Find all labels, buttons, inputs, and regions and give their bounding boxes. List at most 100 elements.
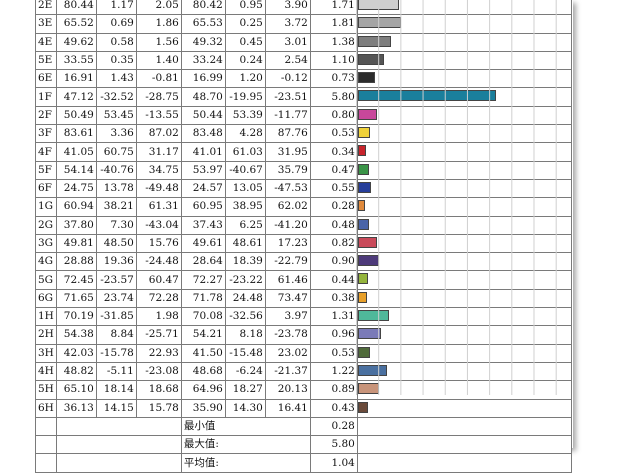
meas-l-cell: 41.01 xyxy=(180,142,226,162)
meas-b-cell: -11.77 xyxy=(264,105,311,126)
meas-a-cell: 18.39 xyxy=(224,252,266,272)
ref-a-cell: 0.35 xyxy=(95,50,137,71)
delta-e-bar-cell xyxy=(356,50,572,71)
delta-e-cell: 1.31 xyxy=(309,307,358,327)
ref-l-cell: 65.10 xyxy=(55,380,97,400)
ref-a-cell: -15.78 xyxy=(95,343,137,363)
summary-label: 平均值: xyxy=(180,453,311,473)
meas-l-cell: 33.24 xyxy=(180,50,226,71)
summary-blank xyxy=(55,453,182,473)
patch-id-cell: 5E xyxy=(35,50,57,71)
delta-e-cell: 0.48 xyxy=(309,215,358,235)
delta-e-bar xyxy=(358,127,371,139)
meas-a-cell: 48.61 xyxy=(224,233,266,254)
ref-b-cell: 15.78 xyxy=(135,398,182,418)
ref-l-cell: 71.65 xyxy=(55,288,97,309)
delta-e-cell: 0.89 xyxy=(309,380,358,400)
patch-id-cell: 5G xyxy=(35,270,57,290)
patch-id-cell: 2G xyxy=(35,215,57,235)
delta-e-bar-cell xyxy=(356,270,572,290)
meas-l-cell: 64.96 xyxy=(180,380,226,400)
table-row: 6F 24.75 13.78 -49.48 24.57 13.05 -47.53 0.55 xyxy=(35,178,572,199)
meas-l-cell: 53.97 xyxy=(180,160,226,180)
delta-e-cell: 0.43 xyxy=(309,398,358,418)
ref-a-cell: 1.43 xyxy=(95,69,137,89)
delta-e-bar xyxy=(358,273,369,285)
ref-l-cell: 50.49 xyxy=(55,105,97,126)
ref-l-cell: 33.55 xyxy=(55,50,97,71)
delta-e-bar-cell xyxy=(356,288,572,309)
ref-b-cell: 34.75 xyxy=(135,160,182,180)
meas-b-cell: -23.78 xyxy=(264,325,311,345)
meas-l-cell: 50.44 xyxy=(180,105,226,126)
ref-a-cell: 7.30 xyxy=(95,215,137,235)
meas-b-cell: 3.97 xyxy=(264,307,311,327)
table-row: 5F 54.14 -40.76 34.75 53.97 -40.67 35.79 0.47 xyxy=(35,160,572,180)
delta-e-bar-cell xyxy=(356,380,572,400)
meas-a-cell: 6.25 xyxy=(224,215,266,235)
meas-a-cell: 8.18 xyxy=(224,325,266,345)
table-row: 5H 65.10 18.14 18.68 64.96 18.27 20.13 0.89 xyxy=(35,380,572,400)
delta-e-cell: 1.71 xyxy=(309,0,358,16)
ref-b-cell: 72.28 xyxy=(135,288,182,309)
meas-l-cell: 48.68 xyxy=(180,361,226,382)
ref-b-cell: -28.75 xyxy=(135,87,182,107)
meas-a-cell: 0.25 xyxy=(224,14,266,34)
delta-e-bar xyxy=(358,53,384,65)
ref-b-cell: 15.76 xyxy=(135,233,182,254)
delta-e-bar-cell xyxy=(356,14,572,34)
meas-a-cell: 0.45 xyxy=(224,32,266,52)
meas-l-cell: 71.78 xyxy=(180,288,226,309)
summary-label: 最大值: xyxy=(180,435,311,455)
ref-l-cell: 24.75 xyxy=(55,178,97,199)
patch-id-cell: 6H xyxy=(35,398,57,418)
ref-a-cell: 23.74 xyxy=(95,288,137,309)
delta-e-bar xyxy=(358,108,377,120)
meas-b-cell: 3.90 xyxy=(264,0,311,16)
table-row: 1G 60.94 38.21 61.31 60.95 38.95 62.02 0.28 xyxy=(35,197,572,217)
delta-e-cell: 1.38 xyxy=(309,32,358,52)
summary-value: 0.28 xyxy=(309,416,358,437)
meas-l-cell: 54.21 xyxy=(180,325,226,345)
delta-e-bar xyxy=(358,328,381,340)
delta-e-bar-cell xyxy=(356,32,572,52)
ref-b-cell: 1.86 xyxy=(135,14,182,34)
patch-id-cell: 4G xyxy=(35,252,57,272)
ref-a-cell: -5.11 xyxy=(95,361,137,382)
meas-l-cell: 28.64 xyxy=(180,252,226,272)
ref-b-cell: -13.55 xyxy=(135,105,182,126)
ref-a-cell: 18.14 xyxy=(95,380,137,400)
delta-e-cell: 0.90 xyxy=(309,252,358,272)
delta-e-bar-cell xyxy=(356,398,572,418)
summary-value: 5.80 xyxy=(309,435,358,455)
delta-e-bar xyxy=(358,310,389,322)
ref-l-cell: 36.13 xyxy=(55,398,97,418)
delta-e-bar-cell xyxy=(356,178,572,199)
table-row: 4H 48.82 -5.11 -23.08 48.68 -6.24 -21.37 1.22 xyxy=(35,361,572,382)
ref-b-cell: -25.71 xyxy=(135,325,182,345)
ref-l-cell: 72.45 xyxy=(55,270,97,290)
table-row: 3F 83.61 3.36 87.02 83.48 4.28 87.76 0.53 xyxy=(35,124,572,144)
meas-b-cell: 2.54 xyxy=(264,50,311,71)
ref-b-cell: 2.05 xyxy=(135,0,182,16)
meas-l-cell: 48.70 xyxy=(180,87,226,107)
meas-b-cell: -21.37 xyxy=(264,361,311,382)
ref-l-cell: 37.80 xyxy=(55,215,97,235)
patch-id-cell: 2E xyxy=(35,0,57,16)
ref-l-cell: 48.82 xyxy=(55,361,97,382)
delta-e-bar xyxy=(358,0,399,10)
summary-row: 最小值 0.28 xyxy=(35,416,572,437)
meas-b-cell: 3.72 xyxy=(264,14,311,34)
meas-a-cell: 14.30 xyxy=(224,398,266,418)
delta-e-bar xyxy=(358,255,380,267)
meas-b-cell: 23.02 xyxy=(264,343,311,363)
delta-e-cell: 0.53 xyxy=(309,124,358,144)
meas-a-cell: -15.48 xyxy=(224,343,266,363)
ref-b-cell: 31.17 xyxy=(135,142,182,162)
delta-e-bar xyxy=(358,90,496,102)
table-row: 4G 28.88 19.36 -24.48 28.64 18.39 -22.79 0.90 xyxy=(35,252,572,272)
ref-b-cell: -43.04 xyxy=(135,215,182,235)
ref-a-cell: -23.57 xyxy=(95,270,137,290)
ref-a-cell: 53.45 xyxy=(95,105,137,126)
meas-b-cell: 87.76 xyxy=(264,124,311,144)
